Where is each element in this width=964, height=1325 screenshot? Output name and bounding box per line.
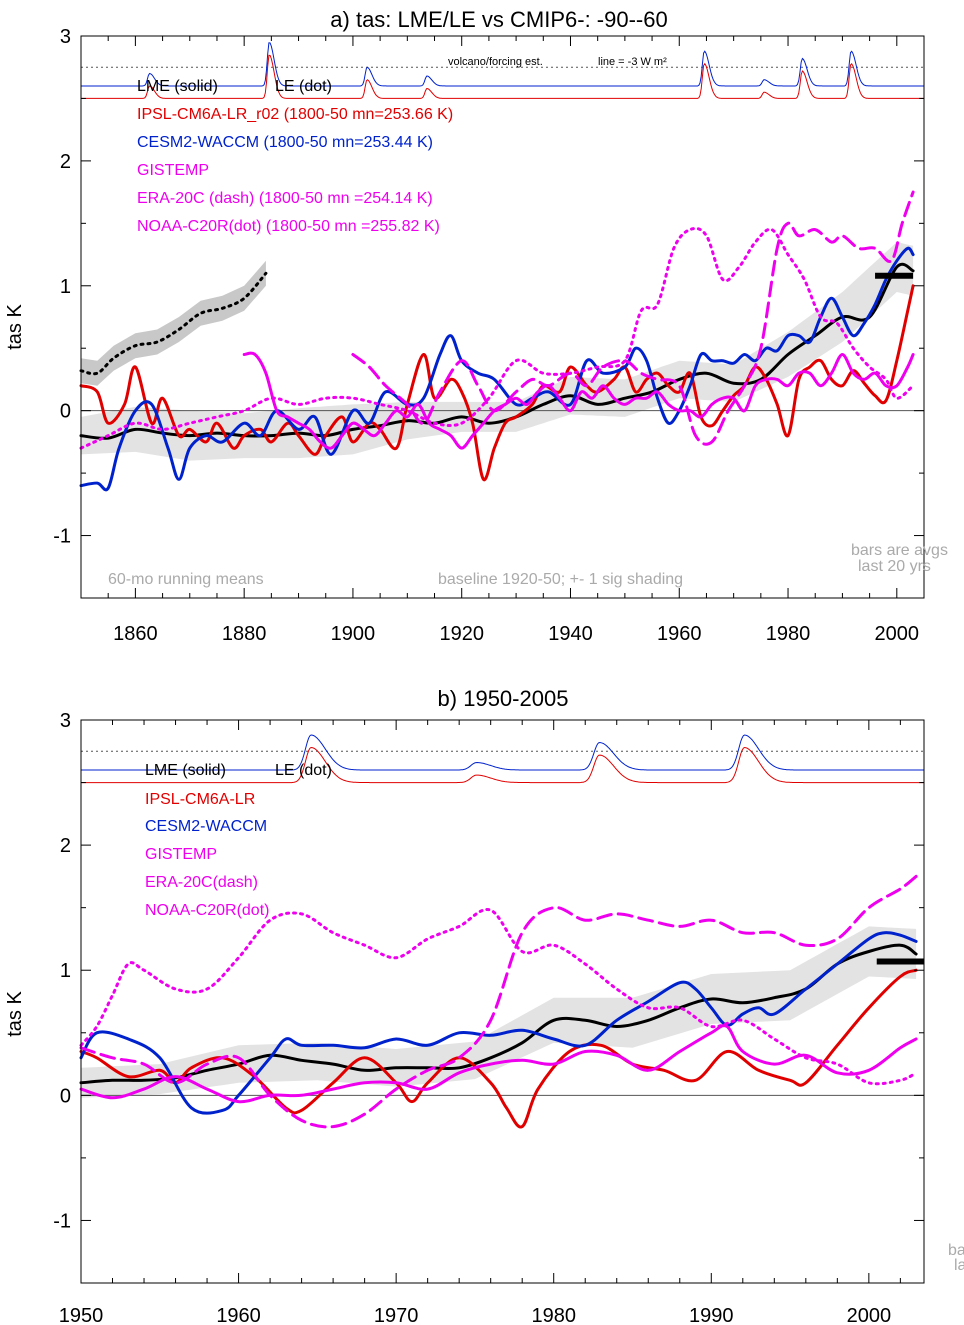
series-gistemp-line (79, 1024, 918, 1104)
panel-a-shading-layer (81, 242, 914, 461)
xtick-label-a: 1880 (222, 623, 267, 645)
xtick-label-b: 1990 (689, 1305, 734, 1325)
series-era20c-line (351, 190, 915, 446)
legend-a-lme: LME (solid) (137, 78, 218, 95)
ytick-label-a: 2 (60, 151, 71, 173)
panel-b-shading-layer (81, 926, 917, 1098)
lme-sigma-shading (81, 926, 917, 1098)
panel-b-forcing-layer (81, 734, 924, 784)
annotation-a-volcano: volcano/forcing est. (448, 56, 543, 68)
legend-a-gistemp: GISTEMP (137, 162, 209, 179)
series-le-line (79, 271, 268, 376)
panel-a-ticks: -1 0 1 2 3 1860 1880 1900 1920 1940 1960 1980 2000 (53, 26, 925, 645)
legend-b-gistemp: GISTEMP (145, 846, 217, 863)
panel-b-ylabel: tas K (4, 991, 26, 1037)
panel-a-forcing-layer (81, 42, 924, 99)
lme-sigma-shading (81, 242, 914, 461)
ytick-label-b: 2 (60, 835, 71, 857)
legend-b-era20c: ERA-20C(dash) (145, 874, 258, 891)
ytick-label-a: 1 (60, 276, 71, 298)
annotation-a-bars-2: last 20 yrs (858, 558, 931, 575)
ytick-label-b: 1 (60, 960, 71, 982)
annotation-a-bars-1: bars are avgs (851, 542, 948, 559)
panel-a-frame (80, 35, 925, 599)
xtick-label-a: 1960 (657, 623, 702, 645)
panel-a: a) tas: LME/LE vs CMIP6-: -90--60 -1 0 1 2 3… (4, 7, 948, 645)
legend-a-c20r: NOAA-C20R(dot) (1800-50 mn =255.82 K) (137, 218, 440, 235)
panel-b-title: b) 1950-2005 (438, 686, 569, 711)
xtick-label-a: 2000 (875, 623, 920, 645)
series-era20c-line (79, 874, 918, 1129)
panel-a-title: a) tas: LME/LE vs CMIP6-: -90--60 (330, 7, 667, 32)
series-lme-line (79, 262, 915, 440)
panel-b-series-layer (79, 874, 918, 1129)
series-cesm-line (79, 931, 918, 1115)
legend-b-ipsl: IPSL-CM6A-LR (145, 791, 255, 808)
ytick-label-a: -1 (53, 526, 71, 548)
legend-a-era20c: ERA-20C (dash) (1800-50 mn =254.14 K) (137, 190, 433, 207)
panel-b-frame (80, 719, 925, 1284)
forcing-ipsl-line (81, 54, 924, 99)
series-ipsl-line (79, 284, 915, 482)
xtick-label-a: 1920 (439, 623, 484, 645)
annotation-a-running: 60-mo running means (108, 571, 264, 588)
legend-b-le: LE (dot) (275, 762, 332, 779)
annotation-a-volcano-line: line = -3 W m² (598, 56, 667, 68)
ytick-label-a: 0 (60, 401, 71, 423)
panel-b-ticks: -1 0 1 2 3 1950 1960 1970 1980 1990 2000 (53, 710, 924, 1325)
legend-a-cesm: CESM2-WACCM (1800-50 mn=253.44 K) (137, 134, 433, 151)
legend-a-ipsl: IPSL-CM6A-LR_r02 (1800-50 mn=253.66 K) (137, 106, 453, 123)
forcing-cesm-line (81, 734, 924, 771)
legend-a-le: LE (dot) (275, 78, 332, 95)
panel-a-series-layer (79, 190, 915, 492)
panel-a-ylabel: tas K (4, 304, 26, 350)
ytick-label-b: -1 (53, 1210, 71, 1232)
xtick-label-a: 1940 (548, 623, 593, 645)
legend-b-cesm: CESM2-WACCM (145, 818, 267, 835)
ytick-label-b: 3 (60, 710, 71, 732)
xtick-label-b: 1970 (374, 1305, 419, 1325)
xtick-label-b: 1960 (216, 1305, 261, 1325)
panel-b: b) 1950-2005 -1 0 1 2 3 1950 1960 1970 1980 1990 2… (4, 686, 964, 1325)
forcing-cesm-line (81, 42, 924, 87)
ytick-label-b: 0 (60, 1085, 71, 1107)
annotation-b-bars-1: ba (948, 1242, 964, 1259)
xtick-label-a: 1860 (113, 623, 158, 645)
series-ipsl-line (79, 968, 918, 1129)
le-sigma-shading (81, 260, 266, 386)
xtick-label-a: 1980 (766, 623, 811, 645)
xtick-label-b: 1980 (531, 1305, 576, 1325)
xtick-label-a: 1900 (331, 623, 376, 645)
xtick-label-b: 2000 (847, 1305, 892, 1325)
annotation-b-bars-2: la (954, 1257, 964, 1274)
series-c20r-line (79, 908, 918, 1086)
annotation-a-baseline: baseline 1920-50; +- 1 sig shading (438, 571, 683, 588)
series-cesm-line (79, 246, 915, 492)
series-gistemp-line (242, 351, 915, 450)
xtick-label-b: 1950 (59, 1305, 104, 1325)
series-lme-line (79, 943, 918, 1085)
legend-b-c20r: NOAA-C20R(dot) (145, 902, 269, 919)
forcing-ipsl-line (81, 746, 924, 784)
legend-b-lme: LME (solid) (145, 762, 226, 779)
series-c20r-line (79, 226, 915, 450)
ytick-label-a: 3 (60, 26, 71, 48)
